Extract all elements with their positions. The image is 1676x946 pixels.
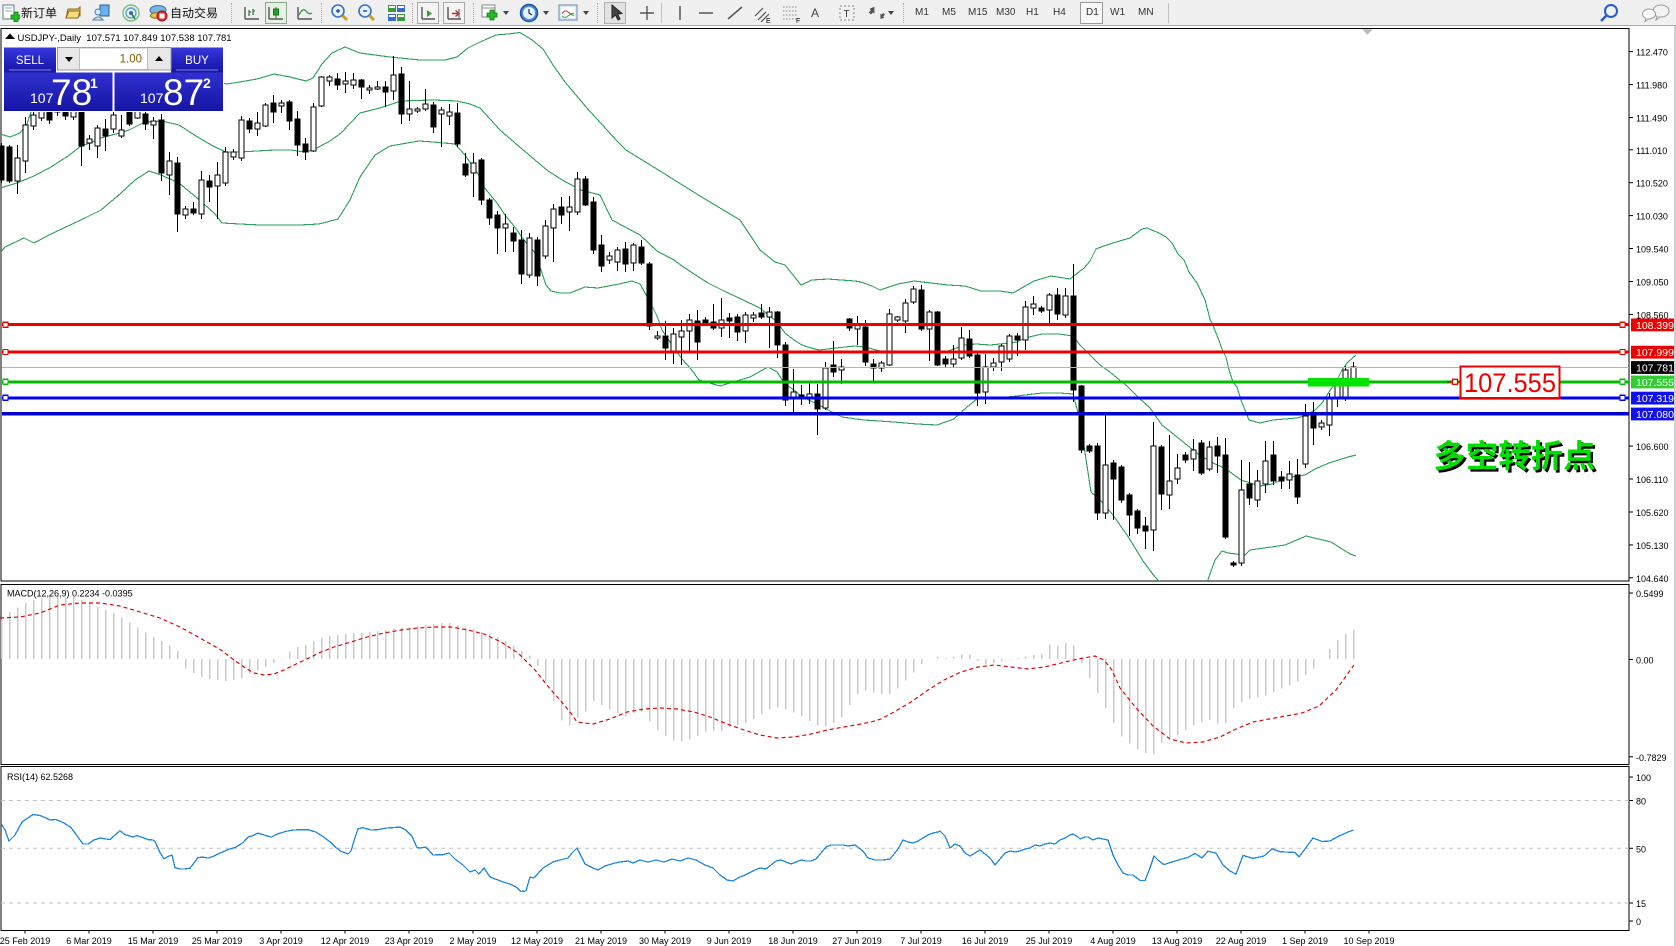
svg-text:T: T <box>844 9 850 20</box>
svg-text:22 Aug 2019: 22 Aug 2019 <box>1216 936 1267 946</box>
svg-text:107.999: 107.999 <box>1636 347 1674 359</box>
svg-text:1.00: 1.00 <box>120 54 142 66</box>
svg-text:100: 100 <box>1636 773 1651 783</box>
svg-text:23 Apr 2019: 23 Apr 2019 <box>385 936 434 946</box>
svg-text:F: F <box>796 18 800 24</box>
svg-text:16 Jul 2019: 16 Jul 2019 <box>962 936 1009 946</box>
svg-text:21 May 2019: 21 May 2019 <box>575 936 627 946</box>
svg-text:107.555: 107.555 <box>1464 368 1556 398</box>
svg-text:106.110: 106.110 <box>1636 475 1668 485</box>
svg-text:25 Feb 2019: 25 Feb 2019 <box>0 936 50 946</box>
svg-text:2: 2 <box>203 75 211 91</box>
svg-text:6 Mar 2019: 6 Mar 2019 <box>66 936 112 946</box>
svg-text:111.980: 111.980 <box>1636 81 1667 91</box>
svg-text:10 Sep 2019: 10 Sep 2019 <box>1343 936 1394 946</box>
svg-text:111.010: 111.010 <box>1636 146 1667 156</box>
svg-text:12 Apr 2019: 12 Apr 2019 <box>321 936 370 946</box>
svg-text:USDJPY-,Daily 107.571 107.849: USDJPY-,Daily 107.571 107.849 107.538 10… <box>18 33 232 44</box>
svg-text:0.00: 0.00 <box>1636 655 1654 665</box>
svg-text:27 Jun 2019: 27 Jun 2019 <box>832 936 882 946</box>
svg-text:4 Aug 2019: 4 Aug 2019 <box>1090 936 1136 946</box>
svg-text:RSI(14) 62.5268: RSI(14) 62.5268 <box>7 772 73 782</box>
svg-text:7 Jul 2019: 7 Jul 2019 <box>900 936 942 946</box>
svg-text:-0.7829: -0.7829 <box>1636 753 1667 763</box>
svg-text:80: 80 <box>1636 797 1646 807</box>
svg-text:108.560: 108.560 <box>1636 310 1669 320</box>
svg-text:1: 1 <box>90 75 98 91</box>
svg-text:1 Sep 2019: 1 Sep 2019 <box>1282 936 1328 946</box>
svg-text:107: 107 <box>30 90 54 106</box>
svg-text:107.319: 107.319 <box>1636 393 1674 405</box>
svg-text:107.555: 107.555 <box>1636 377 1674 389</box>
svg-text:106.600: 106.600 <box>1636 442 1669 452</box>
svg-text:2 May 2019: 2 May 2019 <box>449 936 496 946</box>
svg-text:E: E <box>766 18 771 24</box>
svg-text:MACD(12,26,9) 0.2234 -0.0395: MACD(12,26,9) 0.2234 -0.0395 <box>7 589 133 599</box>
svg-text:15: 15 <box>1636 899 1646 909</box>
svg-text:15 Mar 2019: 15 Mar 2019 <box>128 936 179 946</box>
svg-text:109.050: 109.050 <box>1636 278 1669 288</box>
svg-text:12 May 2019: 12 May 2019 <box>511 936 563 946</box>
svg-text:105.620: 105.620 <box>1636 508 1669 518</box>
svg-text:50: 50 <box>1636 844 1646 854</box>
svg-text:30 May 2019: 30 May 2019 <box>639 936 691 946</box>
svg-text:87: 87 <box>163 72 204 113</box>
svg-text:0: 0 <box>1636 917 1641 927</box>
svg-text:110.520: 110.520 <box>1636 179 1668 189</box>
svg-text:107: 107 <box>140 90 164 106</box>
svg-text:107.080: 107.080 <box>1636 409 1674 421</box>
svg-text:78: 78 <box>51 72 92 113</box>
svg-text:25 Mar 2019: 25 Mar 2019 <box>192 936 243 946</box>
svg-text:18 Jun 2019: 18 Jun 2019 <box>768 936 818 946</box>
svg-text:13 Aug 2019: 13 Aug 2019 <box>1152 936 1203 946</box>
svg-text:104.640: 104.640 <box>1636 574 1669 584</box>
svg-text:111.490: 111.490 <box>1636 114 1667 124</box>
svg-text:110.030: 110.030 <box>1636 212 1668 222</box>
svg-text:25 Jul 2019: 25 Jul 2019 <box>1026 936 1073 946</box>
svg-text:0.5499: 0.5499 <box>1636 589 1664 599</box>
svg-text:109.540: 109.540 <box>1636 245 1669 255</box>
svg-text:105.130: 105.130 <box>1636 541 1669 551</box>
svg-text:3 Apr 2019: 3 Apr 2019 <box>259 936 303 946</box>
svg-text:SELL: SELL <box>16 55 45 67</box>
svg-text:112.470: 112.470 <box>1636 48 1668 58</box>
svg-text:107.781: 107.781 <box>1636 363 1674 375</box>
svg-text:108.399: 108.399 <box>1636 320 1674 332</box>
svg-text:BUY: BUY <box>185 55 209 67</box>
svg-text:9 Jun 2019: 9 Jun 2019 <box>707 936 752 946</box>
